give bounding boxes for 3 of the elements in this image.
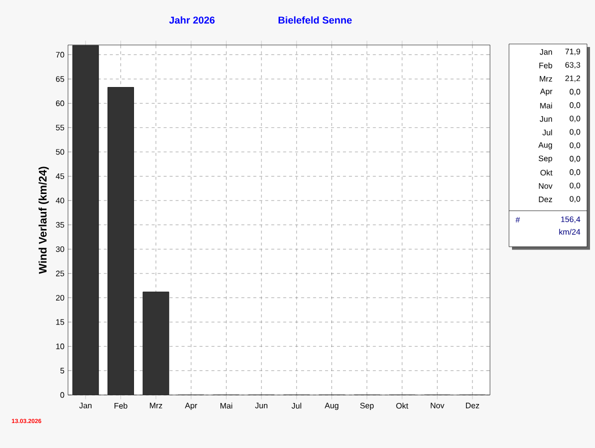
chart-subtitle: Bielefeld Senne <box>278 16 352 24</box>
chart-title: Jahr 2026 <box>169 16 215 24</box>
y-axis-title: Wind Verlauf (km/24) <box>38 166 49 274</box>
